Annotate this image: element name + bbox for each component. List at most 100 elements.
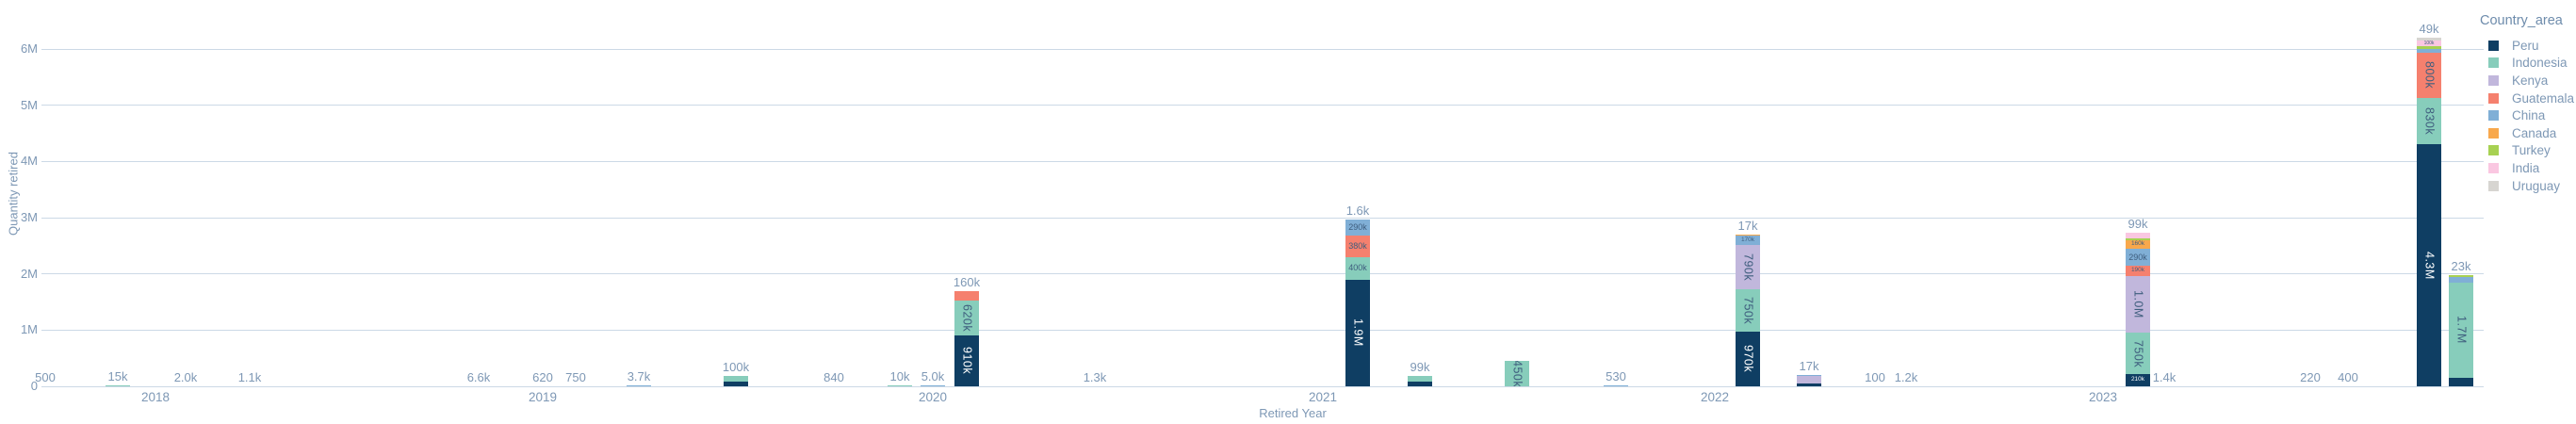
- bar-segment-guatemala[interactable]: 800k: [2417, 53, 2441, 98]
- legend-swatch: [2488, 180, 2499, 191]
- bar-segment-turkey[interactable]: [2449, 275, 2473, 277]
- legend-swatch: [2488, 74, 2499, 86]
- segment-value-label: 450k: [1510, 361, 1524, 386]
- legend-swatch: [2488, 110, 2499, 122]
- legend-item-india[interactable]: India: [2480, 159, 2576, 177]
- x-tick-label-year: 2020: [918, 390, 948, 404]
- bar-segment-peru[interactable]: [724, 382, 748, 386]
- bar-total-label: 17k: [1799, 359, 1819, 374]
- legend-item-turkey[interactable]: Turkey: [2480, 142, 2576, 160]
- bar-segment-china[interactable]: [2417, 49, 2441, 54]
- bar-total-label: 99k: [2128, 217, 2148, 232]
- legend-swatch: [2488, 40, 2499, 51]
- segment-value-label: 1.7M: [2454, 316, 2469, 345]
- bar-total-label: 620: [532, 370, 553, 384]
- legend-item-uruguay[interactable]: Uruguay: [2480, 177, 2576, 195]
- bar-total-label: 10k: [889, 369, 910, 383]
- gridline: [41, 217, 2484, 219]
- bar-segment-peru[interactable]: [1797, 383, 1821, 386]
- bar-segment-canada[interactable]: [1736, 235, 1760, 236]
- y-tick-label: 6M: [20, 41, 38, 56]
- legend-item-kenya[interactable]: Kenya: [2480, 72, 2576, 90]
- bar-total-label: 17k: [1737, 219, 1758, 234]
- bar-segment-indonesia[interactable]: 750k: [2126, 332, 2150, 375]
- bar-segment-indonesia[interactable]: [1408, 375, 1432, 382]
- legend-label: Kenya: [2512, 73, 2549, 88]
- bar-segment-indonesia[interactable]: [724, 376, 748, 383]
- bar-segment-china[interactable]: 170k: [1736, 236, 1760, 246]
- bar-segment-indonesia[interactable]: 750k: [1736, 289, 1760, 333]
- x-axis-title: Retired Year: [1259, 406, 1327, 420]
- bar-total-label: 99k: [1410, 359, 1430, 374]
- segment-value-label: 4.3M: [2422, 251, 2437, 280]
- bar-total-label: 500: [35, 370, 56, 384]
- bar-total-label: 220: [2300, 370, 2321, 384]
- legend-item-china[interactable]: China: [2480, 106, 2576, 124]
- bar-segment-indonesia[interactable]: 830k: [2417, 97, 2441, 145]
- bar-segment-indonesia[interactable]: 620k: [954, 300, 979, 335]
- bar-segment-peru[interactable]: 4.3M: [2417, 144, 2441, 386]
- legend-swatch: [2488, 57, 2499, 69]
- segment-value-label: 830k: [2422, 107, 2437, 136]
- bar-total-label: 23k: [2451, 259, 2471, 274]
- legend-item-peru[interactable]: Peru: [2480, 37, 2576, 55]
- bar-segment-kenya[interactable]: 790k: [1736, 245, 1760, 290]
- legend-label: China: [2512, 108, 2546, 123]
- bar-segment-china[interactable]: 290k: [1345, 219, 1370, 236]
- bar-segment-kenya[interactable]: 1.0M: [2126, 276, 2150, 333]
- gridline: [41, 329, 2484, 331]
- gridline: [41, 160, 2484, 162]
- segment-value-label: 970k: [1741, 345, 1755, 373]
- bar-segment-turkey[interactable]: [2417, 46, 2441, 50]
- gridline: [41, 105, 2484, 106]
- bar-segment-india[interactable]: 100k: [2417, 41, 2441, 47]
- bar-segment-indonesia[interactable]: 400k: [1345, 256, 1370, 280]
- bar-segment-indonesia[interactable]: 1.7M: [2449, 282, 2473, 379]
- bar-segment-peru[interactable]: 1.9M: [1345, 279, 1370, 386]
- bar-segment-china[interactable]: [627, 385, 651, 386]
- bar-segment-china[interactable]: [921, 385, 945, 386]
- bar-segment-peru[interactable]: 970k: [1736, 332, 1760, 386]
- segment-value-label: 210k: [2130, 376, 2145, 383]
- bar-total-label: 15k: [107, 369, 128, 383]
- segment-value-label: 170k: [1740, 236, 1755, 243]
- bar-segment-peru[interactable]: [2449, 378, 2473, 386]
- bar-segment-canada[interactable]: 160k: [2126, 239, 2150, 250]
- bar-segment-peru[interactable]: [1408, 381, 1432, 386]
- segment-value-label: 380k: [1348, 240, 1367, 251]
- bar-segment-guatemala[interactable]: 190k: [2126, 265, 2150, 277]
- bar-segment-indonesia[interactable]: [888, 385, 912, 386]
- legend-item-canada[interactable]: Canada: [2480, 124, 2576, 142]
- legend-label: Guatemala: [2512, 90, 2575, 106]
- segment-value-label: 1.0M: [2131, 289, 2145, 318]
- bar-total-label: 530: [1606, 369, 1626, 383]
- bar-total-label: 49k: [2419, 22, 2439, 37]
- bar-segment-indonesia[interactable]: [106, 385, 130, 386]
- legend-label: Uruguay: [2512, 178, 2561, 193]
- legend-item-guatemala[interactable]: Guatemala: [2480, 90, 2576, 107]
- bar-total-label: 100: [1865, 370, 1885, 384]
- bar-segment-indonesia[interactable]: 450k: [1505, 361, 1529, 386]
- bar-segment-guatemala[interactable]: 380k: [1345, 236, 1370, 257]
- bar-segment-turkey[interactable]: [2126, 238, 2150, 240]
- bar-segment-kenya[interactable]: [1797, 376, 1821, 383]
- bar-segment-guatemala[interactable]: [954, 291, 979, 301]
- legend: Country_area Peru Indonesia Kenya Guatemala…: [2480, 13, 2576, 194]
- legend-item-indonesia[interactable]: Indonesia: [2480, 55, 2576, 73]
- bar-segment-china[interactable]: 290k: [2126, 249, 2150, 266]
- bar-segment-china[interactable]: [2449, 276, 2473, 283]
- gridline: [41, 385, 2484, 387]
- bar-segment-china[interactable]: [1797, 375, 1821, 377]
- segment-value-label: 750k: [2131, 339, 2145, 367]
- bar-segment-india[interactable]: [2126, 233, 2150, 239]
- segment-value-label: 800k: [2422, 61, 2437, 90]
- bar-segment-peru[interactable]: 210k: [2126, 374, 2150, 386]
- bar-segment-uruguay[interactable]: [2417, 38, 2441, 41]
- bar-total-label: 750: [565, 370, 586, 384]
- bar-total-label: 1.1k: [237, 370, 262, 384]
- legend-swatch: [2488, 127, 2499, 139]
- bar-segment-china[interactable]: [1604, 385, 1628, 386]
- segment-value-label: 1.9M: [1351, 318, 1365, 348]
- bar-segment-peru[interactable]: 910k: [954, 334, 979, 386]
